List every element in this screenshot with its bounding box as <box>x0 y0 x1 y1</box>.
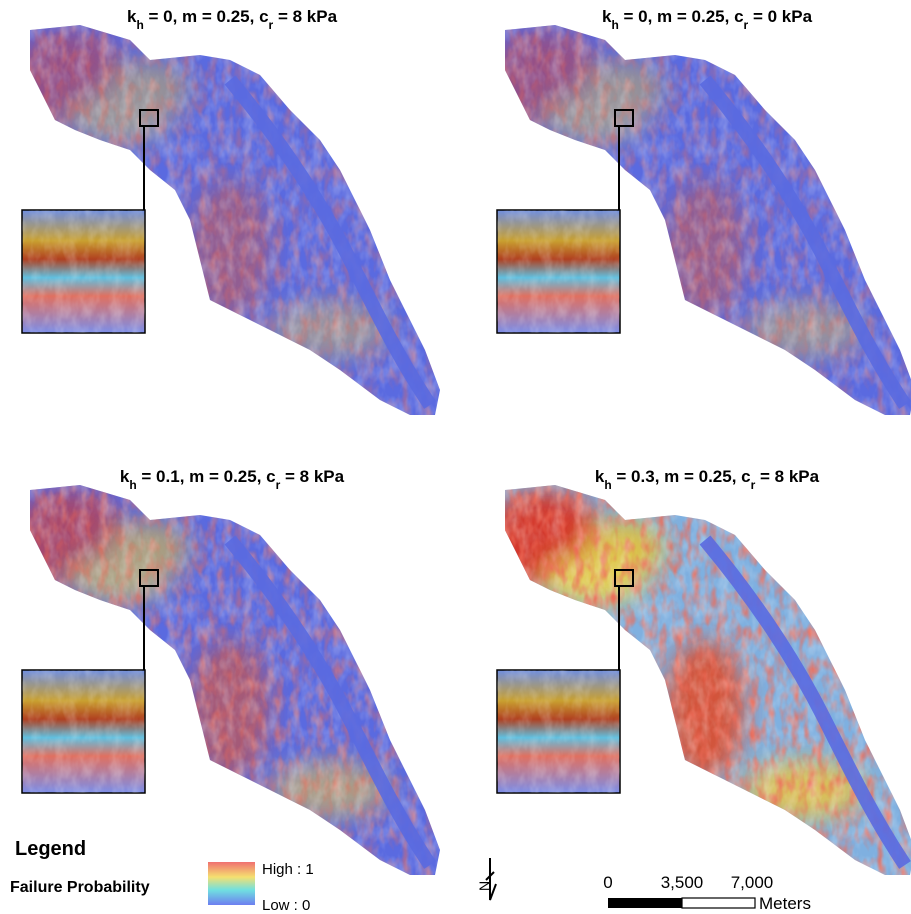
north-label: N <box>476 881 492 891</box>
legend-title: Legend <box>15 838 86 860</box>
figure: kh = 0, m = 0.25, cr = 8 kPa kh = 0, m = … <box>0 0 911 914</box>
map-panel: kh = 0, m = 0.25, cr = 0 kPa <box>475 0 911 440</box>
panel-title: kh = 0.3, m = 0.25, cr = 8 kPa <box>595 467 820 492</box>
map-panel: kh = 0.1, m = 0.25, cr = 8 kPa <box>0 460 460 900</box>
scale-label: 7,000 <box>731 873 774 892</box>
scale-label: 0 <box>603 873 612 892</box>
panel-title: kh = 0, m = 0.25, cr = 0 kPa <box>602 7 813 32</box>
map-panel: kh = 0.3, m = 0.25, cr = 8 kPa <box>475 460 911 900</box>
title-part: = 0, m = 0.25, c <box>619 7 744 26</box>
map-panel: kh = 0, m = 0.25, cr = 8 kPa <box>0 0 460 440</box>
legend-high: High : 1 <box>262 861 314 878</box>
inset-texture <box>22 670 145 793</box>
legend-low: Low : 0 <box>262 897 310 914</box>
title-part: = 8 kPa <box>280 467 344 486</box>
title-part: = 0.1, m = 0.25, c <box>137 467 276 486</box>
title-part: h <box>611 18 618 32</box>
legend-layer: Failure Probability <box>10 879 150 896</box>
title-part: = 0.3, m = 0.25, c <box>612 467 751 486</box>
title-part: = 8 kPa <box>273 7 337 26</box>
title-part: = 0 kPa <box>748 7 812 26</box>
panel-title: kh = 0, m = 0.25, cr = 8 kPa <box>127 7 338 32</box>
panels: kh = 0, m = 0.25, cr = 8 kPa kh = 0, m = … <box>0 0 911 900</box>
scale-label: 3,500 <box>661 873 704 892</box>
inset-texture <box>497 210 620 333</box>
north-arrow: N <box>476 858 496 900</box>
inset-texture <box>22 210 145 333</box>
title-part: h <box>604 478 611 492</box>
scale-unit: Meters <box>759 894 811 913</box>
title-part: h <box>136 18 143 32</box>
scale-bar: 0 3,500 7,000 Meters <box>603 873 811 913</box>
title-part: h <box>129 478 136 492</box>
title-part: = 0, m = 0.25, c <box>144 7 269 26</box>
color-ramp <box>208 862 255 905</box>
title-part: = 8 kPa <box>755 467 819 486</box>
panel-title: kh = 0.1, m = 0.25, cr = 8 kPa <box>120 467 345 492</box>
inset-texture <box>497 670 620 793</box>
